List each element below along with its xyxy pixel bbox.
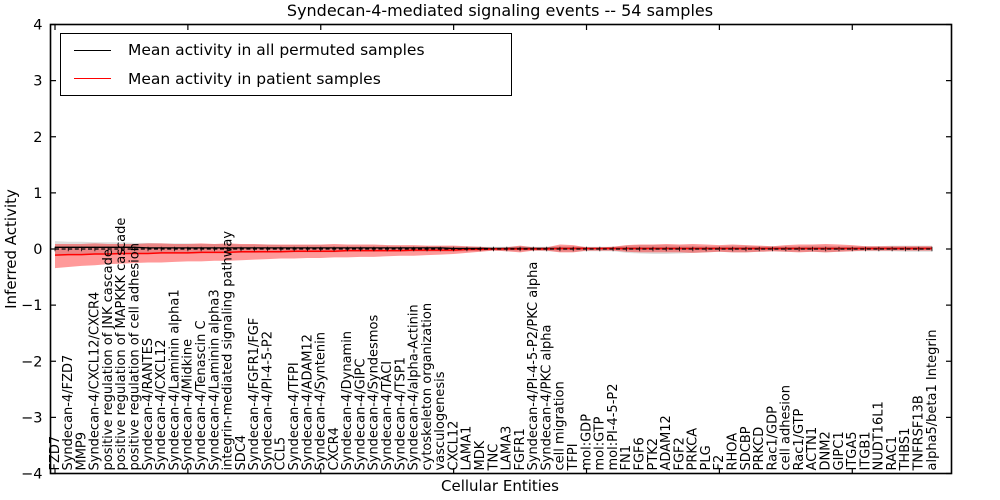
entity-tick-label: Syndecan-4/Laminin alpha1 <box>167 289 182 470</box>
entity-tick-label: SDC4 <box>234 435 249 471</box>
entity-tick-label: PRKCA <box>686 428 701 471</box>
entity-tick-label: mol:GTP <box>593 416 608 470</box>
entity-tick-label: NUDT16L1 <box>872 401 887 470</box>
entity-tick-label: Syndecan-4/TACI <box>380 361 395 471</box>
entity-tick-label: F2 <box>712 455 727 471</box>
entity-tick-label: LAMA3 <box>500 426 515 471</box>
entity-tick-label: Syndecan-4/RANTES <box>141 338 156 471</box>
entity-tick-label: Syndecan-4/Syndesmos <box>367 315 382 471</box>
entity-tick-label: ITGB1 <box>858 431 873 470</box>
entity-tick-label: Rac1/GTP <box>792 408 807 470</box>
entity-tick-label: vasculogenesis <box>433 371 448 470</box>
entity-tick-label: SDCBP <box>739 426 754 470</box>
entity-tick-label: CXCR4 <box>327 427 342 470</box>
x-axis-label: Cellular Entities <box>441 477 559 495</box>
entity-tick-label: TNC <box>486 444 501 472</box>
legend: Mean activity in all permuted samples Me… <box>60 33 512 96</box>
entity-tick-label: Syndecan-4/Syntenin <box>314 332 329 471</box>
y-tick-label: 2 <box>33 130 42 146</box>
legend-label-permuted: Mean activity in all permuted samples <box>128 41 425 60</box>
legend-entry-permuted: Mean activity in all permuted samples <box>61 36 511 64</box>
entity-tick-label: ADAM12 <box>659 415 674 470</box>
entity-tick-label: Syndecan-4/PI-4-5-P2 <box>260 331 275 471</box>
entity-tick-label: Syndecan-4/ADAM12 <box>300 334 315 470</box>
entity-tick-label: positive regulation of cell adhesion <box>128 243 143 470</box>
entity-tick-label: Syndecan-4/TSP1 <box>393 357 408 470</box>
entity-tick-label: ITGA5 <box>845 431 860 470</box>
entity-tick-label: Rac1/GDP <box>765 406 780 471</box>
entity-tick-label: FGFR1 <box>513 428 528 470</box>
entity-tick-label: cell adhesion <box>779 385 794 471</box>
entity-tick-label: positive regulation of JNK cascade <box>101 249 116 470</box>
entity-tick-label: DNM2 <box>818 431 833 470</box>
y-tick-label: 3 <box>33 74 42 90</box>
entity-tick-label: CCL5 <box>274 437 289 471</box>
y-tick-label: 4 <box>33 18 42 34</box>
patient-line-sample-icon <box>74 78 111 80</box>
entity-tick-label: Syndecan-4/Laminin alpha3 <box>207 289 222 470</box>
entity-tick-label: ACTN1 <box>805 427 820 471</box>
entity-tick-label: Syndecan-4/GIPC <box>353 359 368 471</box>
entity-tick-label: mol:PI-4-5-P2 <box>606 383 621 470</box>
entity-tick-label: Syndecan-4/CXCL12/CXCR4 <box>88 292 103 471</box>
entity-tick-label: mol:GDP <box>579 414 594 471</box>
entity-tick-label: Syndecan-4/Midkine <box>181 339 196 471</box>
entity-tick-label: RAC1 <box>885 436 900 471</box>
entity-tick-label: Syndecan-4/Tenascin C <box>194 320 209 470</box>
y-tick-label: −2 <box>21 354 42 370</box>
entity-tick-label: cell migration <box>553 381 568 470</box>
entity-tick-label: FGF2 <box>672 437 687 470</box>
entity-tick-label: Syndecan-4/PKC alpha <box>539 324 554 470</box>
entity-tick-label: Syndecan-4/Dynamin <box>340 331 355 471</box>
entity-tick-label: LAMA1 <box>460 426 475 471</box>
entity-tick-label: PLG <box>699 445 714 470</box>
legend-entry-patient: Mean activity in patient samples <box>61 65 511 93</box>
entity-tick-label: MDK <box>473 440 488 470</box>
entity-tick-label: positive regulation of MAPKKK cascade <box>114 218 129 471</box>
entity-tick-label: FN1 <box>619 445 634 470</box>
y-tick-label: 1 <box>33 186 42 202</box>
entity-tick-label: RHOA <box>725 433 740 471</box>
entity-tick-label: FGF6 <box>632 437 647 470</box>
entity-tick-label: alpha5/beta1 Integrin <box>925 329 940 470</box>
legend-label-patient: Mean activity in patient samples <box>128 69 381 88</box>
entity-tick-label: PRKCD <box>752 427 767 471</box>
entity-tick-label: TNFRSF13B <box>912 395 927 471</box>
entity-tick-label: integrin-mediated signaling pathway <box>221 231 236 471</box>
entity-tick-label: cytoskeleton organization <box>420 303 435 471</box>
y-tick-label: −3 <box>21 410 42 426</box>
entity-tick-label: Syndecan-4/alpha-Actinin <box>407 304 422 470</box>
permuted-line-sample-icon <box>74 49 111 51</box>
y-tick-label: −1 <box>21 298 42 314</box>
chart-title: Syndecan-4-mediated signaling events -- … <box>286 1 714 20</box>
entity-tick-label: FZD7 <box>48 436 63 471</box>
entity-tick-label: Syndecan-4/FZD7 <box>61 355 76 471</box>
entity-tick-label: MMP9 <box>74 432 89 471</box>
entity-tick-label: Syndecan-4/FGFR1/FGF <box>247 318 262 471</box>
entity-tick-label: TFPI <box>566 443 581 471</box>
entity-tick-label: GIPC1 <box>832 431 847 470</box>
entity-tick-label: THBS1 <box>898 428 913 472</box>
y-tick-label: 0 <box>33 242 42 258</box>
entity-tick-label: Syndecan-4/TFPI <box>287 362 302 470</box>
entity-tick-label: PTK2 <box>646 438 661 471</box>
y-tick-label: −4 <box>21 467 42 483</box>
entity-tick-label: CXCL12 <box>446 421 461 471</box>
entity-tick-label: Syndecan-4/PI-4-5-P2/PKC alpha <box>526 262 541 471</box>
y-axis-label: Inferred Activity <box>2 189 20 309</box>
entity-tick-label: Syndecan-4/CXCL12 <box>154 339 169 470</box>
